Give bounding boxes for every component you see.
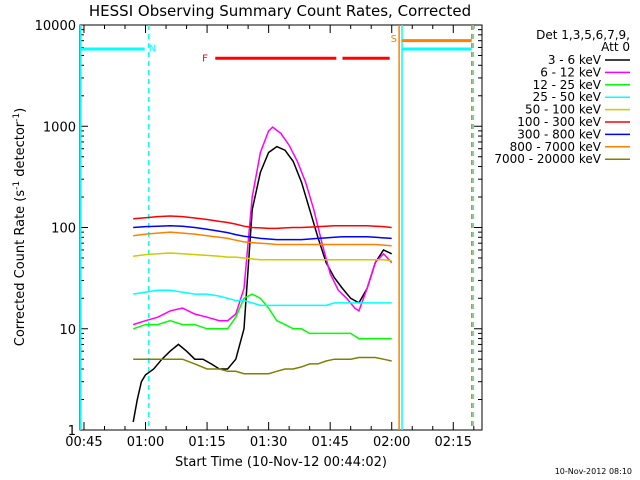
legend-label: 300 - 800 keV [517, 127, 601, 141]
x-tick-label: 02:15 [435, 435, 472, 450]
y-axis-label-end: ) [13, 108, 28, 113]
legend-label: 50 - 100 keV [525, 103, 602, 117]
x-tick-label: 01:30 [250, 435, 287, 450]
y-tick-label: 1 [68, 424, 76, 439]
y-axis-label-sup2: -1 [12, 113, 22, 122]
legend-label: 7000 - 20000 keV [494, 152, 601, 166]
x-tick-label: 01:15 [188, 435, 225, 450]
series-line [133, 356, 392, 375]
x-tick-labels: 00:45 01:00 01:15 01:30 01:45 02:00 02:15 [65, 435, 472, 450]
legend-label: 25 - 50 keV [533, 90, 602, 104]
series-line [132, 126, 393, 326]
x-tick-label: 00:45 [65, 435, 102, 450]
legend-label: 6 - 12 keV [540, 65, 602, 79]
y-tick-label: 100 [51, 222, 76, 237]
legend-title-line1: Det 1,3,5,6,7,9, [536, 28, 630, 42]
state-overlays [79, 25, 475, 430]
legend-title-line2: Att 0 [601, 40, 630, 54]
y-tick-labels: 1 10 100 1000 10000 [35, 19, 76, 439]
y-tick-label: 1000 [43, 120, 76, 135]
x-axis-label: Start Time (10-Nov-12 00:44:02) [175, 455, 387, 470]
x-tick-label: 01:00 [127, 435, 164, 450]
legend-label: 3 - 6 keV [548, 53, 602, 67]
y-axis-label-main: Corrected Count Rate (s [13, 190, 28, 347]
axis-ticks [80, 24, 482, 431]
series-line [133, 252, 392, 262]
x-tick-label: 01:45 [311, 435, 348, 450]
state-marker: S [391, 34, 397, 45]
y-axis-label-mid: detector [13, 121, 28, 181]
series-line [132, 293, 392, 340]
y-tick-label: 10 [59, 323, 76, 338]
legend-label: 100 - 300 keV [517, 115, 601, 129]
series-lines [132, 126, 393, 423]
y-tick-label: 10000 [35, 19, 76, 34]
state-marker: F [202, 53, 208, 64]
y-axis-label-sup1: -1 [12, 181, 22, 190]
series-line [133, 215, 392, 230]
series-line [133, 289, 392, 307]
x-tick-label: 02:00 [373, 435, 410, 450]
y-axis-label: Corrected Count Rate (s-1 detector-1) [12, 108, 28, 346]
legend-label: 800 - 7000 keV [510, 140, 602, 154]
legend-label: 12 - 25 keV [533, 78, 602, 92]
series-line [133, 225, 392, 241]
series-line [132, 145, 393, 423]
state-markers: N F S [149, 34, 397, 64]
series-line [133, 231, 392, 247]
state-marker: N [149, 43, 156, 54]
chart-title: HESSI Observing Summary Count Rates, Cor… [89, 2, 471, 20]
footer-timestamp: 10-Nov-2012 08:10 [555, 467, 632, 476]
